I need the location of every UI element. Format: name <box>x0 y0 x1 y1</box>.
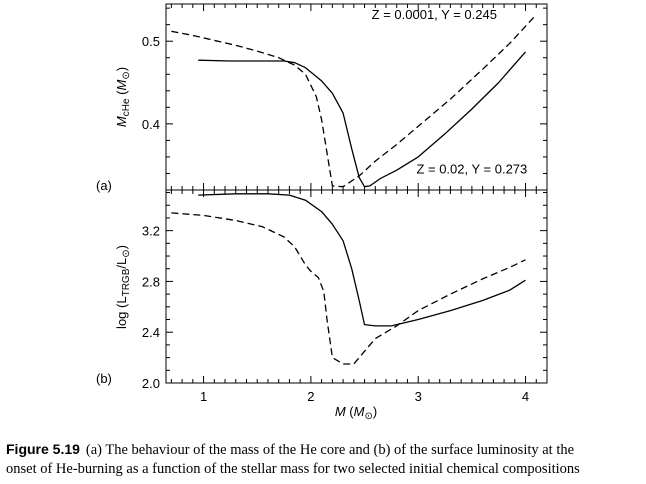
y-tick-label: 2.0 <box>142 376 160 391</box>
panel-b-ticks: 1 2 3 4 2.0 2.4 2.8 3.2 <box>142 190 548 404</box>
panel-a-series <box>171 14 537 188</box>
figure-caption: Figure 5.19 (a) The behaviour of the mass… <box>6 440 642 479</box>
series-line-solid <box>198 193 526 327</box>
y-tick-label: 0.4 <box>142 117 160 132</box>
panel-b-label: (b) <box>96 371 112 386</box>
panel-b-series <box>171 193 526 365</box>
y-tick-label: 0.5 <box>142 34 160 49</box>
series-annotation: Z = 0.0001, Y = 0.245 <box>372 7 497 22</box>
caption-text-1: (a) The behaviour of the mass of the He … <box>85 442 575 458</box>
panel-a-label: (a) <box>96 178 112 193</box>
panel-a: 0.4 0.5 Z = 0.0001, Y = 0.245 Z = 0.02, Y … <box>96 3 548 193</box>
caption-figure-label: Figure 5.19 <box>6 441 80 457</box>
x-tick-label: 2 <box>307 389 314 404</box>
series-line-solid <box>198 51 526 188</box>
caption-text-2: onset of He-burning as a function of the… <box>6 461 580 477</box>
y-tick-label: 3.2 <box>142 224 160 239</box>
series-line-dashed <box>171 14 537 188</box>
panel-b: 1 2 3 4 2.0 2.4 2.8 3.2 (b) log (LTRGB/L⊙) M (M… <box>96 189 548 422</box>
x-tick-label: 1 <box>200 389 207 404</box>
caption-line-1: Figure 5.19 (a) The behaviour of the mass… <box>6 440 642 460</box>
panel-b-frame <box>165 189 548 384</box>
series-annotation: Z = 0.02, Y = 0.273 <box>416 161 527 176</box>
panel-a-ylabel: McHe (M⊙) <box>114 67 132 127</box>
panel-b-ylabel: log (LTRGB/L⊙) <box>114 245 132 329</box>
figure: 0.4 0.5 Z = 0.0001, Y = 0.245 Z = 0.02, Y … <box>96 3 548 422</box>
caption-line-2: onset of He-burning as a function of the… <box>6 460 642 479</box>
x-tick-label: 4 <box>522 389 529 404</box>
series-line-dashed <box>171 212 526 365</box>
y-tick-label: 2.4 <box>142 325 160 340</box>
panel-a-annotations: Z = 0.0001, Y = 0.245 Z = 0.02, Y = 0.273 <box>372 7 528 177</box>
panel-b-xlabel: M (M⊙) <box>335 404 377 422</box>
y-tick-label: 2.8 <box>142 274 160 289</box>
x-tick-label: 3 <box>415 389 422 404</box>
